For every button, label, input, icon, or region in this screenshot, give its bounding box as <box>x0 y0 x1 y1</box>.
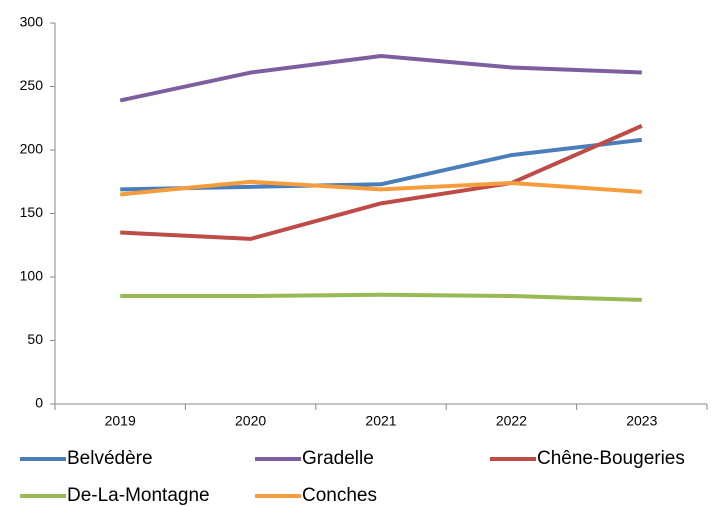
x-tick-label: 2020 <box>235 413 266 429</box>
legend-label: Chêne-Bougeries <box>537 448 685 469</box>
line-series <box>120 124 643 241</box>
line-series <box>120 292 642 302</box>
y-tick-label: 300 <box>20 14 44 30</box>
line-series <box>120 179 642 197</box>
y-tick-label: 50 <box>27 331 43 347</box>
line-series <box>120 137 643 192</box>
y-tick-label: 250 <box>20 77 44 93</box>
x-tick-label: 2019 <box>105 413 136 429</box>
x-tick-label: 2021 <box>365 413 396 429</box>
legend-label: Conches <box>302 485 377 506</box>
y-tick-label: 150 <box>20 204 44 220</box>
y-tick-label: 200 <box>20 141 44 157</box>
legend-label: Belvédère <box>67 448 153 469</box>
x-tick-label: 2022 <box>496 413 527 429</box>
y-tick-label: 100 <box>20 268 44 284</box>
line-series <box>119 54 642 103</box>
y-tick-label: 0 <box>35 395 43 411</box>
x-tick-label: 2023 <box>626 413 657 429</box>
legend-label: Gradelle <box>302 448 374 469</box>
legend-label: De-La-Montagne <box>67 485 210 506</box>
